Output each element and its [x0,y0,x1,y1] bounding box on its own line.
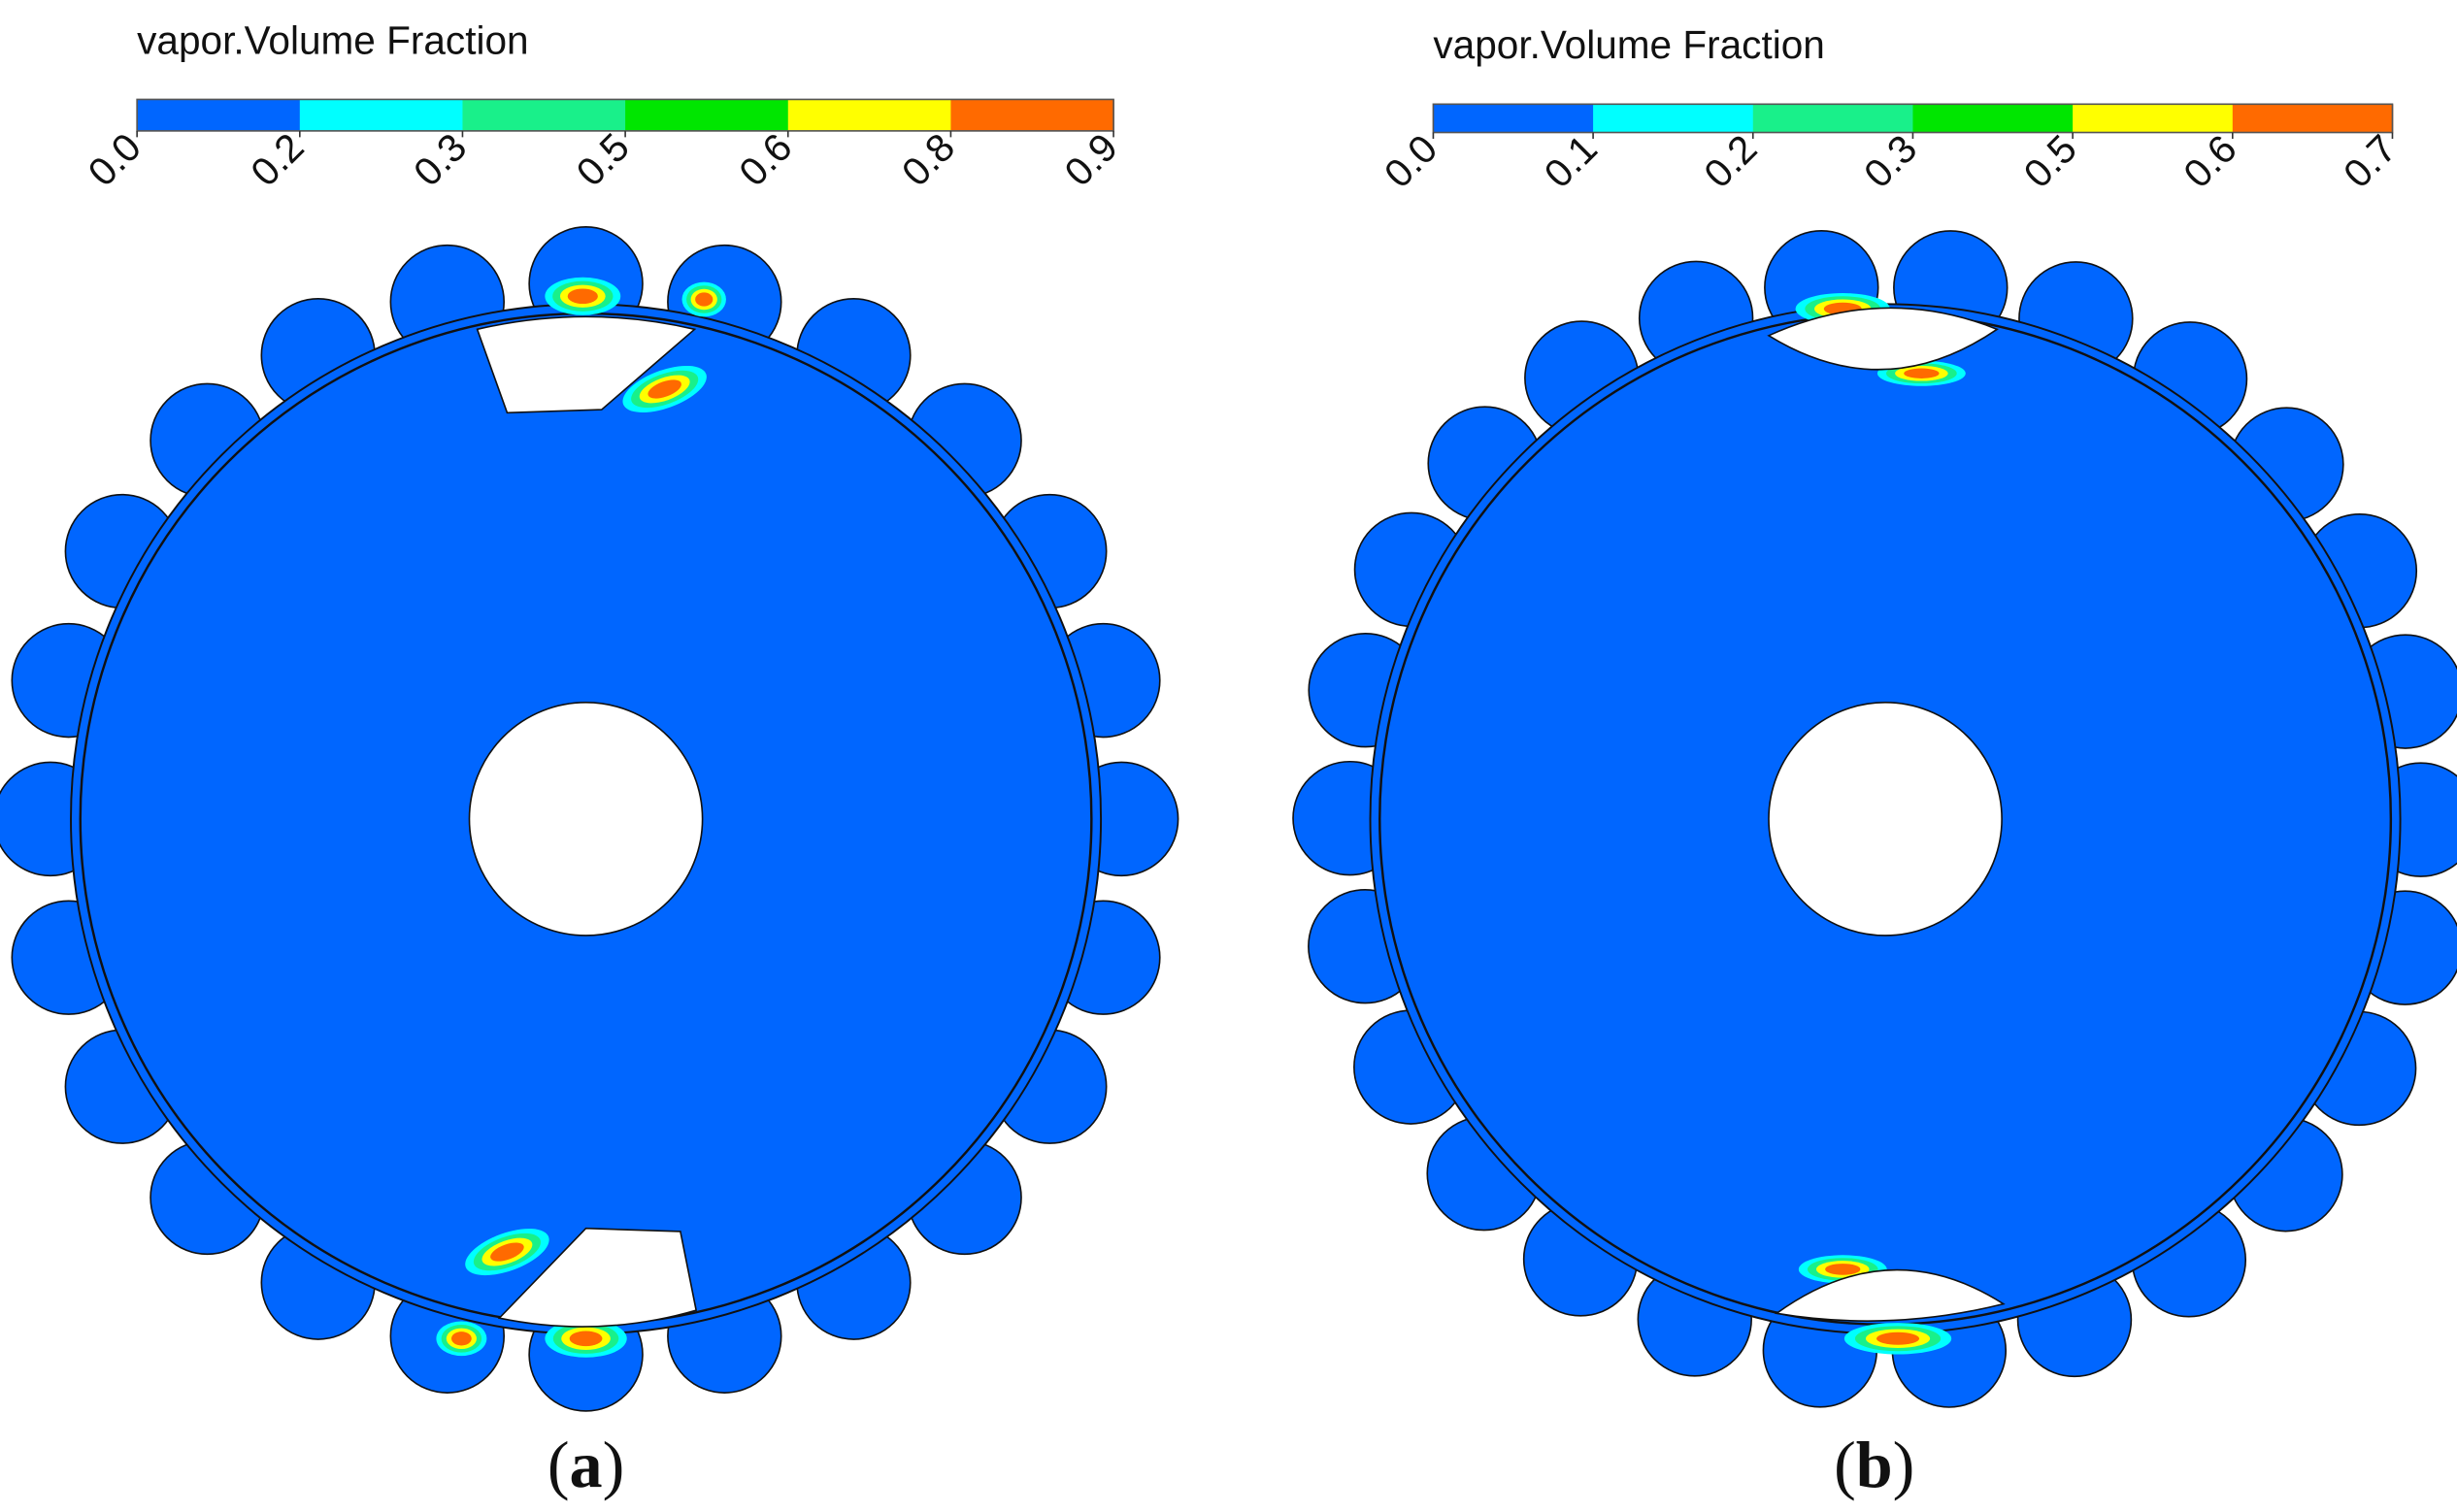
tick-label: 0.1 [1536,126,1606,196]
paren: ) [1893,1428,1915,1501]
gear-contour [0,226,1179,1412]
vapor-region [450,1331,472,1346]
vapor-region [490,1242,524,1262]
tick-label: 0.8 [893,124,963,194]
panel-label: (a) [548,1428,624,1501]
suction-port [1767,307,1999,371]
vapor-region [569,1331,603,1347]
colorbar-segment [462,99,626,131]
tick-label: 0.7 [2335,126,2405,196]
tick-label: 0.0 [80,124,149,194]
paren: ( [1834,1428,1856,1501]
colorbar-segment [2073,104,2234,133]
discharge-port [497,1227,698,1328]
colorbar-segment [2232,104,2394,133]
colorbar-segment [787,99,952,131]
tick-label: 0.9 [1056,124,1126,194]
colorbar-segment [1752,104,1914,133]
paren: ) [603,1428,625,1501]
vapor-region [1876,1331,1920,1345]
shaft-hole [1768,702,2003,937]
panel-b: vapor.Volume Fraction (b) 0.0 0.1 0.2 0.3 0.… [1292,22,2457,1501]
tick-label: 0.6 [730,124,800,194]
tick-label: 0.2 [1695,126,1765,196]
colorbar-segment [1593,104,1754,133]
colorbar-segment [1433,104,1594,133]
tick-label: 0.2 [242,124,312,194]
tick-label: 0.5 [568,124,638,194]
tick-label: 0.3 [405,124,475,194]
tick-label: 0.3 [1855,126,1925,196]
panel-a: vapor.Volume Fraction (a) 0.0 0.2 0.3 0.5 0.… [0,17,1179,1501]
colorbar-segment [1912,104,2074,133]
tick-label: 0.6 [2175,126,2244,196]
letter: a [570,1428,603,1501]
letter: b [1856,1428,1893,1501]
vapor-region [1904,368,1940,378]
tick-label: 0.0 [1376,126,1445,196]
discharge-port [1775,1268,2006,1322]
vapor-region [695,292,714,307]
colorbar-title: vapor.Volume Fraction [137,17,528,62]
colorbar-segment [299,99,464,131]
shaft-hole [468,702,704,937]
vapor-region [1825,1264,1861,1275]
colorbar-segment [625,99,789,131]
colorbar-title: vapor.Volume Fraction [1433,22,1824,67]
colorbar-segment [137,99,301,131]
tick-label: 0.5 [2015,126,2085,196]
colorbar-segment [950,99,1114,131]
vapor-region [647,379,681,399]
suction-port [476,315,697,414]
gear-contour [1292,229,2457,1408]
vapor-region [567,288,598,305]
paren: ( [548,1428,570,1501]
panel-label: (b) [1834,1428,1914,1501]
